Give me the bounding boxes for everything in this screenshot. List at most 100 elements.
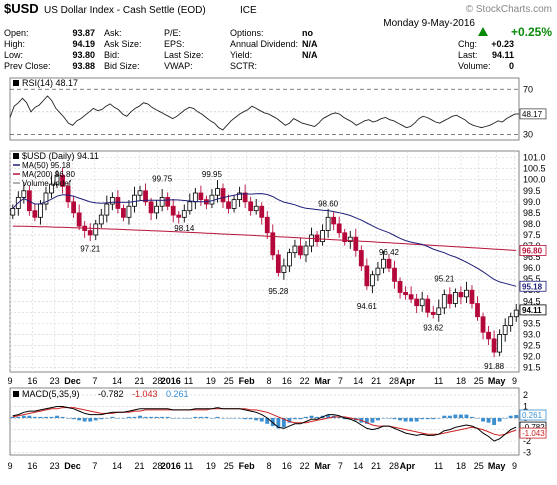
price-candle — [331, 212, 337, 231]
x-axis-label: 19 — [206, 461, 216, 471]
price-tick-label: 98.5 — [523, 208, 541, 218]
macd-histogram-bar — [60, 416, 65, 419]
price-candle — [231, 195, 237, 213]
macd-histogram-bar — [392, 418, 397, 420]
price-tick-label: 93.5 — [523, 318, 541, 328]
price-legend-entry: $USD (Daily) 94.11 — [22, 151, 99, 161]
x-axis-label: 9 — [7, 461, 12, 471]
price-candle — [447, 287, 453, 309]
price-candle — [303, 240, 309, 263]
macd-histogram-bar — [458, 414, 463, 419]
price-tick-label: 94.5 — [523, 296, 541, 306]
macd-tick-label: -2 — [523, 436, 531, 446]
price-candle — [425, 295, 431, 318]
macd-histogram-bar — [198, 416, 203, 419]
quote-value: no — [302, 28, 313, 38]
x-axis-label: 22 — [300, 376, 310, 386]
price-candle — [32, 203, 38, 222]
price-candle — [109, 192, 115, 211]
macd-histogram-bar — [232, 418, 237, 419]
quote-value: 94.11 — [492, 50, 514, 60]
price-frame — [9, 150, 520, 373]
macd-histogram-bar — [292, 418, 297, 420]
price-candle — [325, 208, 331, 238]
x-axis-label: 11 — [434, 461, 443, 471]
price-annotation: 96.42 — [379, 248, 400, 257]
price-annotation: 98.60 — [318, 200, 339, 209]
macd-histogram-bar — [82, 418, 87, 422]
quote-label: VWAP: — [164, 61, 193, 71]
price-candle — [170, 198, 176, 223]
macd-histogram-bar — [403, 418, 408, 422]
macd-histogram-bar — [121, 418, 126, 419]
quote-value: 93.87 — [72, 28, 95, 38]
price-candle — [181, 204, 187, 223]
macd-histogram-bar — [110, 416, 115, 419]
macd-tick-label: 1 — [523, 401, 528, 411]
price-candle — [298, 237, 303, 259]
price-candle — [508, 312, 514, 332]
price-tick-label: 97.5 — [523, 230, 541, 240]
price-candle — [353, 228, 359, 257]
macd-histogram-bar — [370, 418, 375, 423]
price-candle — [347, 231, 353, 249]
price-last-box — [519, 280, 547, 292]
price-candle — [87, 223, 93, 242]
x-axis-label: 19 — [206, 376, 216, 386]
x-axis-label: 25 — [474, 376, 484, 386]
x-axis-label: 14 — [353, 461, 363, 471]
x-axis-label: Feb — [239, 376, 256, 386]
price-candle — [397, 277, 403, 299]
macd-histogram-bar — [10, 416, 15, 419]
price-candle — [220, 183, 226, 209]
price-candle — [336, 216, 342, 238]
price-tick-label: 101.0 — [523, 153, 546, 163]
quote-label: SCTR: — [230, 61, 257, 71]
price-candle — [198, 185, 204, 206]
instrument-name: US Dollar Index - Cash Settle (EOD) — [44, 5, 206, 16]
macd-legend-swatch — [13, 391, 19, 397]
macd-legend-signal: -1.043 — [132, 389, 158, 399]
price-candle — [187, 193, 193, 215]
macd-histogram-bar — [503, 418, 508, 419]
price-candle — [469, 285, 475, 309]
macd-histogram-bar — [276, 418, 281, 429]
macd-histogram-bar — [348, 418, 353, 420]
price-candle — [358, 245, 364, 272]
macd-histogram-bar — [464, 414, 469, 419]
price-tick-label: 93.0 — [523, 329, 541, 339]
macd-histogram-bar — [387, 418, 391, 419]
macd-histogram-bar — [398, 418, 402, 421]
macd-histogram-bar — [77, 418, 82, 421]
x-axis-label: 7 — [92, 376, 97, 386]
price-candle — [259, 202, 265, 225]
rsi-line — [9, 95, 520, 131]
price-candle — [121, 204, 126, 222]
macd-last-label: 0.261 — [522, 411, 543, 420]
macd-histogram-bar — [44, 416, 48, 419]
macd-legend-label: MACD(5,35,9) — [22, 389, 80, 399]
macd-histogram-bar — [71, 418, 76, 420]
quote-label: Prev Close: — [4, 61, 51, 71]
quote-label: P/E: — [164, 28, 181, 38]
macd-frame — [9, 387, 520, 456]
x-axis-label: 25 — [224, 376, 234, 386]
price-candle — [143, 183, 148, 206]
price-candle — [270, 224, 276, 260]
quote-value: N/A — [302, 50, 318, 60]
macd-histogram-bar — [149, 416, 154, 419]
rsi-last-box — [519, 108, 547, 120]
quote-value: 0 — [509, 61, 514, 71]
macd-histogram-bar — [237, 418, 242, 419]
macd-histogram-bar — [298, 418, 303, 420]
macd-histogram-bar — [508, 415, 513, 419]
macd-histogram-bar — [409, 418, 414, 422]
x-axis-label: Apr — [400, 461, 416, 471]
macd-histogram-bar — [315, 416, 319, 419]
rsi-frame — [9, 77, 520, 141]
macd-histogram-bar — [154, 416, 159, 419]
x-axis-label: 25 — [224, 461, 234, 471]
x-axis-label: 8 — [266, 376, 271, 386]
